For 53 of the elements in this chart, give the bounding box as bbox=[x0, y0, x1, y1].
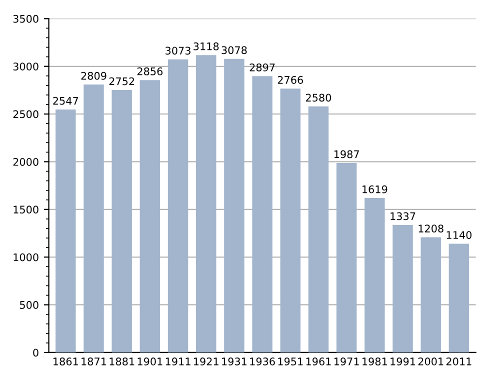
data-label: 1337 bbox=[390, 212, 416, 220]
x-tick-label: 2011 bbox=[446, 358, 472, 366]
bar bbox=[448, 244, 470, 352]
bar bbox=[336, 162, 357, 352]
data-label: 2856 bbox=[137, 67, 163, 76]
x-tick-label: 1951 bbox=[278, 358, 303, 366]
data-label: 2766 bbox=[278, 76, 303, 84]
bar bbox=[224, 58, 244, 352]
x-tick-label: 1931 bbox=[222, 358, 246, 366]
y-tick-label: 2500 bbox=[13, 110, 38, 118]
data-label: 1208 bbox=[418, 224, 444, 232]
x-tick-label: 1936 bbox=[250, 358, 275, 366]
bar bbox=[84, 84, 104, 352]
data-label: 2580 bbox=[306, 94, 332, 102]
bar bbox=[112, 90, 132, 352]
x-tick-label: 2001 bbox=[418, 358, 444, 366]
x-tick-label: 1981 bbox=[362, 358, 387, 366]
bar bbox=[364, 198, 385, 352]
x-tick-label: 1911 bbox=[166, 358, 190, 366]
data-label: 2809 bbox=[81, 72, 106, 80]
data-label: 3118 bbox=[194, 42, 219, 50]
data-label: 3078 bbox=[222, 46, 247, 54]
bar bbox=[280, 88, 301, 352]
x-tick-label: 1991 bbox=[390, 358, 416, 366]
y-tick-label: 500 bbox=[20, 301, 38, 309]
bar bbox=[168, 59, 188, 352]
x-tick-label: 1961 bbox=[306, 358, 331, 366]
y-tick-label: 0 bbox=[33, 348, 38, 357]
y-tick-label: 3500 bbox=[13, 14, 38, 23]
y-tick-label: 1500 bbox=[14, 206, 38, 214]
data-label: 2897 bbox=[250, 63, 275, 72]
x-tick-label: 1971 bbox=[334, 358, 359, 366]
y-tick-label: 3000 bbox=[13, 62, 38, 70]
data-label: 3073 bbox=[166, 46, 190, 55]
bar bbox=[140, 80, 160, 352]
bar bbox=[252, 76, 272, 352]
x-tick-label: 1871 bbox=[82, 358, 106, 366]
y-tick-label: 2000 bbox=[13, 158, 38, 166]
bar bbox=[308, 106, 329, 352]
data-label: 1619 bbox=[362, 185, 388, 194]
x-tick-label: 1861 bbox=[54, 358, 78, 366]
bar bbox=[196, 55, 216, 352]
x-tick-label: 1881 bbox=[110, 358, 134, 366]
data-label: 1987 bbox=[334, 150, 359, 158]
bar bbox=[56, 110, 76, 352]
x-tick-label: 1921 bbox=[194, 358, 218, 366]
y-tick-label: 1000 bbox=[14, 253, 38, 262]
x-tick-label: 1901 bbox=[138, 358, 162, 366]
data-label: 2547 bbox=[53, 96, 78, 105]
data-label: 2752 bbox=[109, 77, 134, 86]
bar bbox=[392, 224, 413, 352]
data-label: 1140 bbox=[446, 231, 472, 239]
bar bbox=[420, 237, 441, 352]
